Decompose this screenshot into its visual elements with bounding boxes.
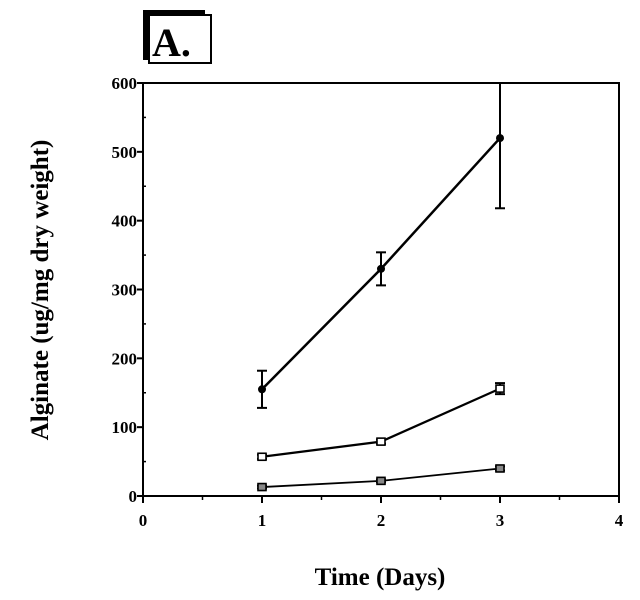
x-tick-label: 1 — [258, 511, 267, 530]
plot-frame — [142, 82, 620, 497]
series-1 — [257, 83, 505, 409]
y-tick-label: 0 — [129, 487, 138, 506]
y-tick-label: 500 — [112, 143, 138, 162]
data-point — [257, 452, 267, 462]
y-axis-label: Alginate (ug/mg dry weight) — [27, 140, 54, 441]
series-3 — [257, 464, 505, 492]
panel-label: A. — [152, 20, 191, 65]
x-tick-label: 4 — [615, 511, 624, 530]
data-point — [376, 476, 386, 486]
data-point — [496, 134, 504, 143]
data-point — [495, 384, 505, 393]
data-point — [377, 264, 385, 273]
y-tick-label: 300 — [112, 281, 138, 300]
series-line — [261, 387, 501, 458]
x-tick-label: 0 — [139, 511, 148, 530]
y-tick-label: 400 — [112, 212, 138, 231]
y-tick-label: 100 — [112, 418, 138, 437]
y-tick-label: 200 — [112, 349, 138, 368]
data-point — [257, 482, 267, 492]
data-point — [258, 385, 266, 394]
x-tick-label: 3 — [496, 511, 505, 530]
data-point — [376, 437, 386, 446]
panel-label-box: A. — [143, 10, 212, 65]
x-axis-label: Time (Days) — [315, 564, 446, 591]
series-2 — [257, 382, 505, 462]
data-point — [495, 464, 505, 473]
y-tick-label: 600 — [112, 74, 138, 93]
x-tick-label: 2 — [377, 511, 386, 530]
